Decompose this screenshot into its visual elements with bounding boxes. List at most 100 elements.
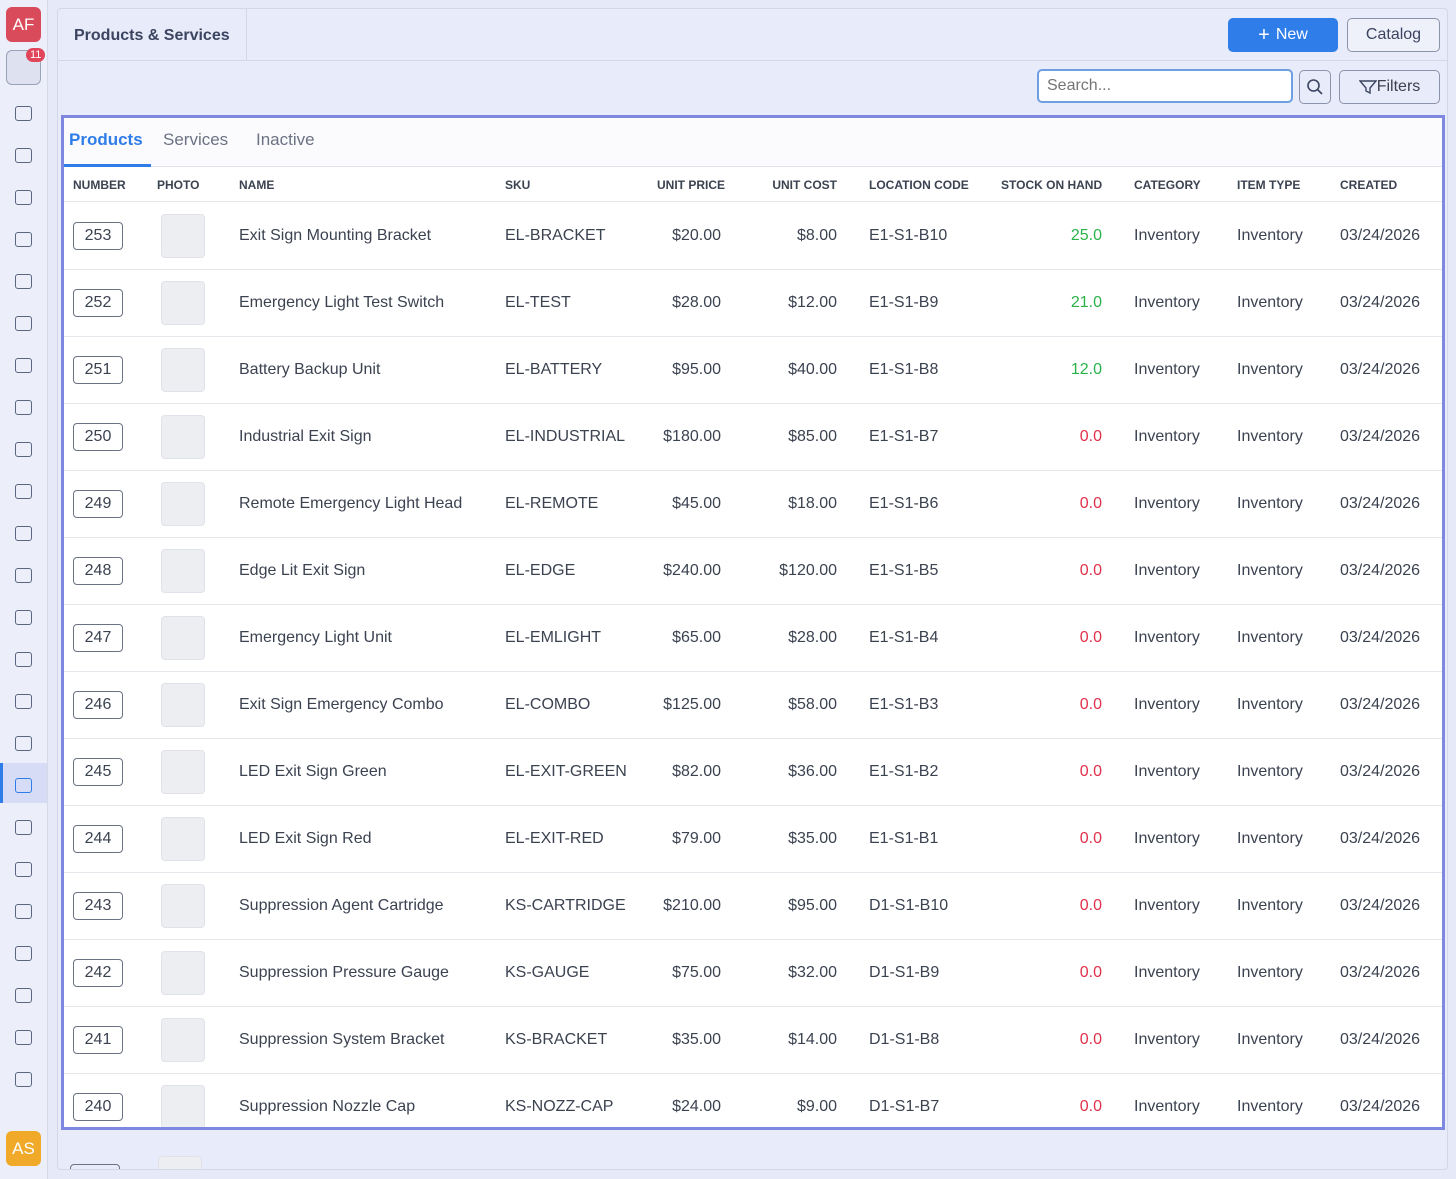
item-type-cell: Inventory [1237,562,1303,579]
nav-icon[interactable] [15,232,32,247]
unit-price-cell: $35.00 [672,1031,721,1048]
location-code-cell: E1-S1-B6 [869,495,939,512]
catalog-button[interactable]: Catalog [1347,18,1440,52]
nav-icon[interactable] [15,316,32,331]
name-cell: Suppression System Bracket [239,1031,445,1048]
nav-icon[interactable] [15,694,32,709]
unit-cost-cell: $58.00 [788,696,837,713]
nav-icon[interactable] [15,526,32,541]
nav-icon[interactable] [15,820,32,835]
nav-icon[interactable] [15,778,32,793]
unit-cost-cell: $165.00 [743,1169,859,1170]
number-cell: 248 [64,557,150,585]
number-badge[interactable]: 242 [73,959,123,987]
nav-icon[interactable] [15,862,32,877]
location-code-cell: D1-S1-B10 [869,897,949,914]
nav-icon[interactable] [15,904,32,919]
number-badge[interactable]: 249 [73,490,123,518]
nav-icon[interactable] [15,988,32,1003]
account-avatar[interactable]: AS [6,1131,41,1166]
number-cell: 249 [64,490,150,518]
unit-cost-cell: $28.00 [788,629,837,646]
location-code-cell: D1-S1-B8 [869,1031,940,1048]
location-code-cell: E1-S1-B9 [869,294,939,311]
table-row[interactable]: 243 Suppression Agent Cartridge KS-CARTRID… [64,873,1442,940]
table-row[interactable]: 239 Gas Shutoff ValveKS-GAS-VALVE$360.00$… [61,1145,1441,1170]
number-badge[interactable]: 244 [73,825,123,853]
nav-icon[interactable] [15,568,32,583]
product-photo [161,549,205,593]
stock-on-hand-cell: 0.0 [1079,763,1102,780]
nav-icon[interactable] [15,652,32,667]
table-row[interactable]: 248 Edge Lit Exit Sign EL-EDGE $240.00 $120.… [64,538,1442,605]
column-header: LOCATION CODE [869,177,969,192]
name-cell: Suppression Nozzle Cap [239,1098,416,1115]
table-row[interactable]: 250 Industrial Exit Sign EL-INDUSTRIAL $180… [64,404,1442,471]
nav-icon[interactable] [15,1072,32,1087]
location-code-cell: E1-S1-B3 [869,696,939,713]
number-badge[interactable]: 248 [73,557,123,585]
nav-icon[interactable] [15,442,32,457]
number-badge[interactable]: 240 [73,1093,123,1121]
number-badge[interactable]: 241 [73,1026,123,1054]
table-row[interactable]: 251 Battery Backup Unit EL-BATTERY $95.00 $4… [64,337,1442,404]
number-cell: 247 [64,624,150,652]
created-cell: 03/24/2026 [1340,964,1421,981]
user-avatar[interactable]: AF [6,7,41,42]
tab[interactable]: Inactive [256,130,315,149]
table-row[interactable]: 245 LED Exit Sign Green EL-EXIT-GREEN $82.0… [64,739,1442,806]
search-button[interactable] [1299,70,1331,104]
product-photo [161,214,205,258]
nav-icon[interactable] [15,484,32,499]
stock-on-hand-cell: 0.0 [1079,428,1102,445]
location-code-cell: D1-S1-B6 [859,1169,991,1170]
sku-cell: EL-EXIT-GREEN [505,763,627,780]
column-header: STOCK ON HAND [1001,177,1103,192]
location-code-cell: E1-S1-B2 [869,763,939,780]
search-input[interactable] [1037,69,1293,103]
table-row[interactable]: 247 Emergency Light Unit EL-EMLIGHT $65.00 $… [64,605,1442,672]
nav-icon[interactable] [15,274,32,289]
nav-icon[interactable] [15,736,32,751]
nav-icon[interactable] [15,190,32,205]
nav-icon[interactable] [15,358,32,373]
number-badge[interactable]: 252 [73,289,123,317]
category-cell: Inventory [1134,1098,1200,1115]
table-row[interactable]: 244 LED Exit Sign Red EL-EXIT-RED $79.00 $35… [64,806,1442,873]
tab[interactable]: Services [163,130,229,149]
number-badge[interactable]: 253 [73,222,123,250]
number-badge[interactable]: 245 [73,758,123,786]
nav-icon[interactable] [15,400,32,415]
name-cell: Industrial Exit Sign [239,428,372,445]
number-badge[interactable]: 239 [70,1164,120,1169]
table-row[interactable]: 246 Exit Sign Emergency Combo EL-COMBO $125… [64,672,1442,739]
category-cell: Inventory [1134,428,1200,445]
number-cell: 239 [61,1164,147,1169]
new-button[interactable]: + New [1228,18,1338,52]
table-row[interactable]: 240 Suppression Nozzle Cap KS-NOZZ-CAP $24.… [64,1074,1442,1127]
filters-button[interactable]: Filters [1339,70,1440,104]
table-row[interactable]: 241 Suppression System Bracket KS-BRACKET $… [64,1007,1442,1074]
sku-cell: EL-REMOTE [505,495,599,512]
table-row[interactable]: 249 Remote Emergency Light Head EL-REMOTE $… [64,471,1442,538]
number-badge[interactable]: 251 [73,356,123,384]
name-cell: Emergency Light Test Switch [239,294,445,311]
nav-icon[interactable] [15,1030,32,1045]
table-row[interactable]: 253 Exit Sign Mounting Bracket EL-BRACKET $… [64,203,1442,270]
nav-icon[interactable] [15,106,32,121]
table-row[interactable]: 242 Suppression Pressure Gauge KS-GAUGE $75… [64,940,1442,1007]
number-badge[interactable]: 246 [73,691,123,719]
table-row[interactable]: 252 Emergency Light Test Switch EL-TEST $28… [64,270,1442,337]
created-cell: 03/24/2026 [1340,1098,1421,1115]
column-header: ITEM TYPE [1237,177,1301,192]
number-badge[interactable]: 250 [73,423,123,451]
unit-price-cell: $125.00 [663,696,721,713]
product-photo [161,482,205,526]
number-badge[interactable]: 243 [73,892,123,920]
nav-icon[interactable] [15,148,32,163]
nav-icon[interactable] [15,610,32,625]
number-badge[interactable]: 247 [73,624,123,652]
nav-icon[interactable] [15,946,32,961]
tab[interactable]: Products [69,130,143,149]
created-cell: 03/24/2026 [1340,830,1421,847]
